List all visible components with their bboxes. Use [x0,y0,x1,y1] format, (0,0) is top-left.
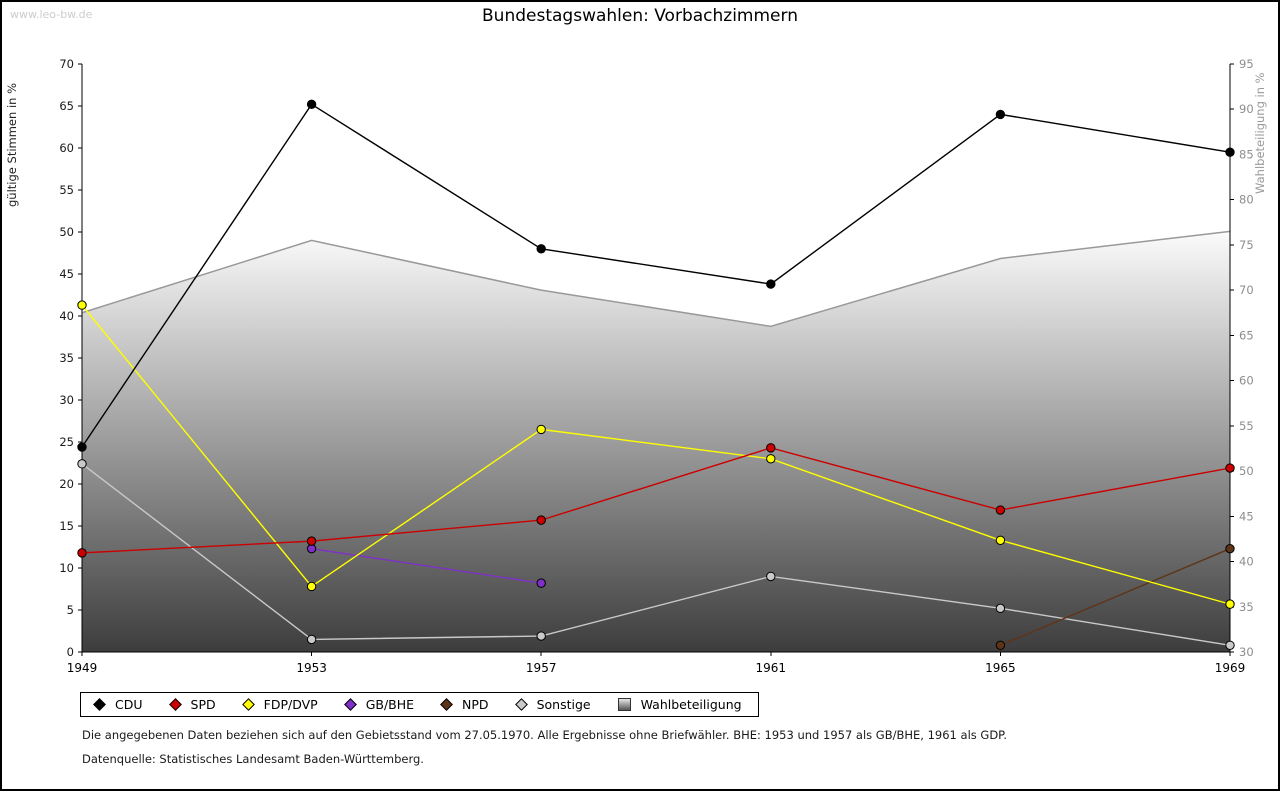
legend-label: GB/BHE [365,697,415,712]
series-cdu [77,99,1235,452]
svg-text:1961: 1961 [756,661,787,675]
svg-text:85: 85 [1239,147,1254,161]
svg-text:50: 50 [59,225,74,239]
left-axis-title: gültige Stimmen in % [5,83,19,207]
svg-text:5: 5 [67,603,74,617]
series-gb-bhe [306,543,546,588]
chart-legend: CDU SPD FDP/DVP GB/BHE NPD Sonstige Wahlbeteil… [80,692,759,717]
svg-text:60: 60 [59,141,74,155]
svg-text:80: 80 [1239,193,1254,207]
svg-text:70: 70 [1239,283,1254,297]
svg-text:65: 65 [59,99,74,113]
svg-text:30: 30 [1239,645,1254,659]
svg-text:95: 95 [1239,57,1254,71]
series-sonstige [77,459,1235,650]
svg-text:40: 40 [59,309,74,323]
legend-label: Sonstige [536,697,591,712]
svg-text:50: 50 [1239,464,1254,478]
svg-text:35: 35 [59,351,74,365]
series-fdp-dvp [77,300,1235,609]
npd-legend-marker-icon [440,698,453,711]
svg-text:1949: 1949 [67,661,98,675]
svg-text:45: 45 [1239,509,1254,523]
legend-item-npd: NPD [440,697,489,712]
legend-label: Wahlbeteiligung [640,697,742,712]
svg-text:75: 75 [1239,238,1254,252]
fdp-dvp-legend-marker-icon [241,698,255,711]
footnote-datenquelle: Datenquelle: Statistisches Landesamt Bad… [82,752,424,766]
legend-label: CDU [115,697,143,712]
svg-text:40: 40 [1239,555,1254,569]
x-axis-ticks: 1949 1953 1957 1961 1965 1969 [67,652,1246,675]
wahlbeteiligung-area [81,230,1231,652]
svg-text:0: 0 [67,645,74,659]
svg-text:35: 35 [1239,600,1254,614]
svg-text:30: 30 [59,393,74,407]
cdu-legend-marker-icon [93,698,106,711]
wahlbeteiligung-legend-marker-icon [617,698,631,711]
legend-label: FDP/DVP [263,697,318,712]
gb-bhe-legend-marker-icon [343,698,357,711]
spd-legend-marker-icon [168,698,182,711]
svg-text:55: 55 [59,183,74,197]
svg-text:1953: 1953 [296,661,327,675]
svg-text:20: 20 [59,477,74,491]
svg-text:65: 65 [1239,328,1254,342]
svg-text:55: 55 [1239,419,1254,433]
svg-text:10: 10 [59,561,74,575]
svg-text:70: 70 [59,57,74,71]
footnote-gebietsstand: Die angegebenen Daten beziehen sich auf … [82,728,1007,742]
election-chart: 0 5 10 15 20 25 30 35 40 45 50 55 60 65 70 30 35 40 45 50 55… [5,57,1267,675]
legend-item-sonstige: Sonstige [514,697,591,712]
svg-text:15: 15 [59,519,74,533]
right-axis-title: Wahlbeteiligung in % [1253,72,1267,194]
legend-item-cdu: CDU [93,697,143,712]
sonstige-legend-marker-icon [514,698,528,711]
left-axis-ticks: 0 5 10 15 20 25 30 35 40 45 50 55 60 65 70 [59,57,82,659]
legend-item-fdp-dvp: FDP/DVP [241,697,318,712]
svg-text:45: 45 [59,267,74,281]
series-spd [77,443,1235,558]
legend-label: NPD [462,697,489,712]
legend-item-wahlbeteiligung: Wahlbeteiligung [617,697,742,712]
svg-text:60: 60 [1239,374,1254,388]
legend-label: SPD [190,697,216,712]
legend-item-spd: SPD [168,697,216,712]
svg-text:1965: 1965 [985,661,1016,675]
series-npd [995,543,1235,650]
svg-text:1969: 1969 [1215,661,1246,675]
page-title: Bundestagswahlen: Vorbachzimmern [482,6,798,26]
svg-text:90: 90 [1239,102,1254,116]
svg-text:25: 25 [59,435,74,449]
right-axis-ticks: 30 35 40 45 50 55 60 65 70 75 80 85 90 95 [1230,57,1254,659]
legend-item-gb-bhe: GB/BHE [343,697,415,712]
svg-text:1957: 1957 [526,661,557,675]
watermark: www.leo-bw.de [10,8,93,21]
